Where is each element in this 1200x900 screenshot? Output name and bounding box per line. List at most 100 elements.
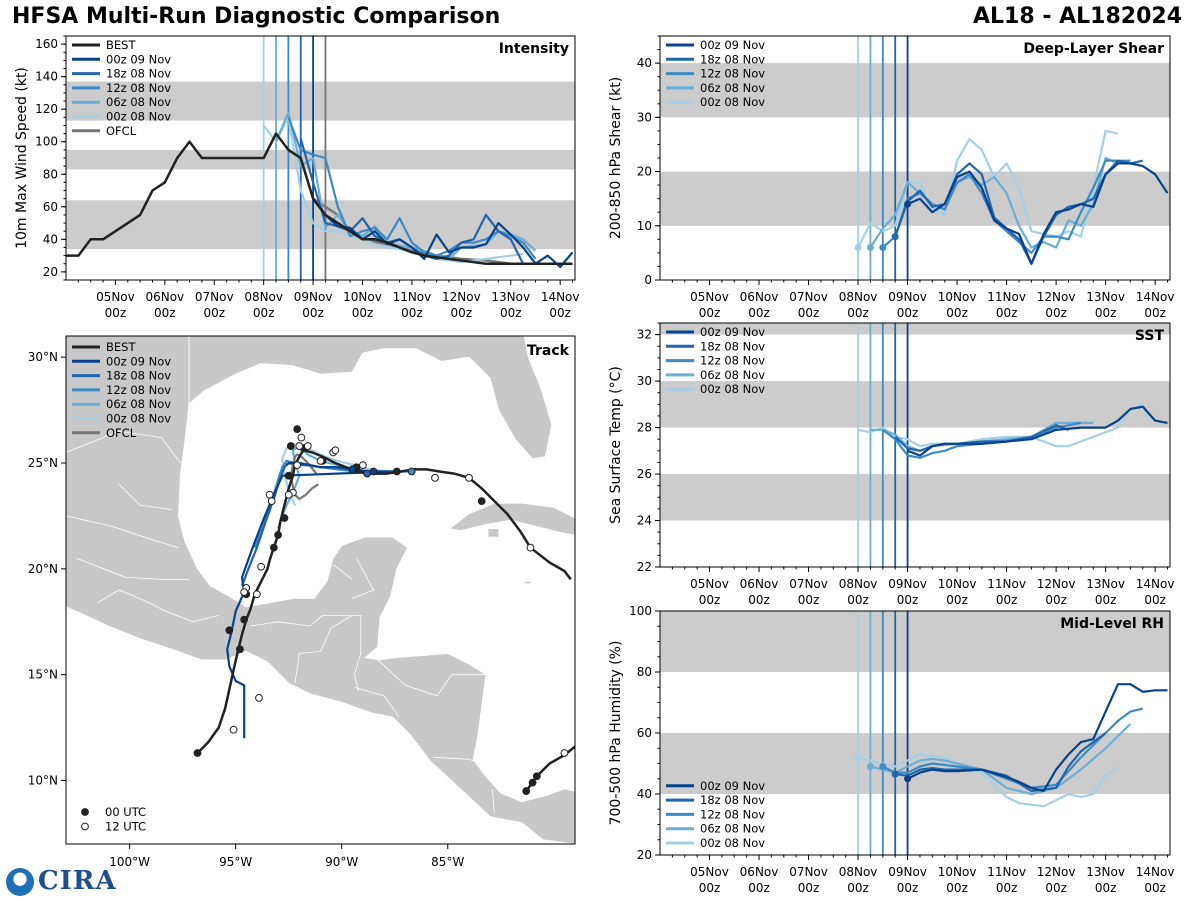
x-tick-label-date: 09Nov xyxy=(294,290,333,304)
lon-tick-label: 95°W xyxy=(219,855,252,869)
shade-band xyxy=(66,81,575,121)
lon-tick-label: 90°W xyxy=(325,855,358,869)
legend-label-00z-09-nov: 00z 09 Nov xyxy=(106,52,171,66)
y-tick-label: 120 xyxy=(35,102,58,116)
x-tick-label-hour: 00z xyxy=(154,306,176,320)
track-marker-12utc xyxy=(267,497,276,506)
y-tick-label: 32 xyxy=(637,328,652,342)
intensity-plot-area xyxy=(66,36,575,280)
track-marker-00utc xyxy=(522,787,531,795)
x-tick-label-hour: 00z xyxy=(847,306,869,320)
legend-label-00z-09-nov: 00z 09 Nov xyxy=(700,38,765,52)
x-tick-label-hour: 00z xyxy=(1045,593,1067,607)
x-tick-label-date: 07Nov xyxy=(789,290,828,304)
shear-panel: 0 10 20 30 40 05Nov 00z 06Nov 00z 07Nov 00z 08Nov 00… xyxy=(608,35,1174,320)
track-marker-12utc xyxy=(316,456,325,465)
border-line xyxy=(294,615,353,684)
x-tick-label-hour: 00z xyxy=(699,881,721,895)
x-tick-label-date: 14Nov xyxy=(1136,577,1175,591)
legend-label-00z-09-nov: 00z 09 Nov xyxy=(700,779,765,793)
track-marker-12utc xyxy=(229,725,238,734)
series-line-00z-08-nov xyxy=(857,753,1119,808)
x-tick-label-date: 09Nov xyxy=(888,865,927,879)
panel-title: SST xyxy=(1135,328,1165,344)
border-line xyxy=(76,557,189,580)
x-tick-label-hour: 00z xyxy=(897,306,919,320)
x-tick-label-date: 06Nov xyxy=(740,577,779,591)
x-tick-label-hour: 00z xyxy=(1095,306,1117,320)
track-marker-00utc xyxy=(528,778,537,787)
legend-label-18z-08-nov: 18z 08 Nov xyxy=(700,339,765,353)
noaa-seal-icon xyxy=(6,868,34,896)
x-tick-label-date: 13Nov xyxy=(1086,865,1125,879)
x-tick-label-date: 10Nov xyxy=(938,290,977,304)
x-tick-label-date: 05Nov xyxy=(690,865,729,879)
figure-title: HFSA Multi-Run Diagnostic Comparison xyxy=(12,4,501,29)
x-tick-label-hour: 00z xyxy=(451,306,473,320)
track-marker-12utc xyxy=(265,490,274,499)
x-tick-label-date: 08Nov xyxy=(839,290,878,304)
x-tick-label-date: 08Nov xyxy=(839,577,878,591)
y-tick-label: 28 xyxy=(637,421,652,435)
y-tick-label: 0 xyxy=(644,273,652,287)
border-line xyxy=(491,788,495,813)
track-marker-12utc xyxy=(560,749,569,757)
track-marker-12utc xyxy=(284,490,293,499)
track-marker-12utc xyxy=(295,442,304,450)
x-tick-label-hour: 00z xyxy=(996,306,1018,320)
x-tick-label-date: 05Nov xyxy=(690,577,729,591)
x-tick-label-date: 08Nov xyxy=(839,865,878,879)
track-map-area xyxy=(66,336,575,844)
lat-tick-label: 30°N xyxy=(28,350,58,364)
x-tick-label-hour: 00z xyxy=(946,306,968,320)
marker-legend-label: 12 UTC xyxy=(105,820,146,834)
series-line-00z-08-nov xyxy=(857,129,1119,248)
x-tick-label-hour: 00z xyxy=(500,306,522,320)
track-marker-00utc xyxy=(477,497,486,506)
y-tick-label: 26 xyxy=(637,467,652,481)
legend-label-06z-08-nov: 06z 08 Nov xyxy=(700,822,765,836)
legend-label-00z-08-nov: 00z 08 Nov xyxy=(700,836,765,850)
legend-label-18z-08-nov: 18z 08 Nov xyxy=(700,793,765,807)
legend-label-best: BEST xyxy=(106,340,136,354)
series-line-12z-08-nov xyxy=(287,116,537,260)
track-marker-00utc xyxy=(225,626,234,635)
track-marker-12utc xyxy=(257,562,266,571)
y-tick-label: 60 xyxy=(637,726,652,740)
legend-label-12z-08-nov: 12z 08 Nov xyxy=(106,81,171,95)
legend-label-12z-08-nov: 12z 08 Nov xyxy=(700,67,765,81)
series-line-best xyxy=(66,132,573,265)
track-marker-12utc xyxy=(293,461,302,470)
legend-label-00z-08-nov: 00z 08 Nov xyxy=(106,110,171,124)
legend-label-00z-08-nov: 00z 08 Nov xyxy=(700,382,765,396)
axes-frame xyxy=(659,322,1171,568)
x-tick-label-date: 09Nov xyxy=(888,290,927,304)
border-line xyxy=(66,430,181,464)
y-tick-label: 30 xyxy=(637,374,652,388)
border-line xyxy=(353,615,362,692)
x-tick-label-date: 14Nov xyxy=(541,290,580,304)
track-panel: 100°W 95°W 90°W 85°W 10°N 15°N 20°N 25°N 30°N Tra… xyxy=(28,335,576,869)
start-marker-06z-08-nov xyxy=(866,243,874,251)
x-tick-label-hour: 00z xyxy=(699,306,721,320)
track-marker-00utc xyxy=(369,467,378,476)
track-marker-00utc xyxy=(407,467,416,476)
marker-legend-label: 00 UTC xyxy=(105,805,146,819)
start-marker-18z-08-nov xyxy=(891,233,899,241)
lat-tick-label: 20°N xyxy=(28,562,58,576)
sst-panel: 22 24 26 28 30 32 05Nov 00z 06Nov 00z 07Nov 00z 08No… xyxy=(608,322,1175,607)
y-tick-label: 140 xyxy=(35,70,58,84)
track-marker-12utc xyxy=(431,473,439,482)
track-marker-00utc xyxy=(286,442,295,450)
x-tick-label-hour: 00z xyxy=(401,306,423,320)
series-line-00z-09-nov xyxy=(312,198,574,269)
border-line xyxy=(118,483,173,510)
y-tick-label: 100 xyxy=(35,135,58,149)
panel-title: Intensity xyxy=(499,41,569,57)
start-marker-00z-09-nov xyxy=(904,775,912,783)
start-marker-00z-08-nov xyxy=(854,243,862,251)
x-tick-label-hour: 00z xyxy=(302,306,324,320)
x-tick-label-hour: 00z xyxy=(549,306,571,320)
x-tick-label-hour: 00z xyxy=(1095,881,1117,895)
x-tick-label-hour: 00z xyxy=(798,593,820,607)
